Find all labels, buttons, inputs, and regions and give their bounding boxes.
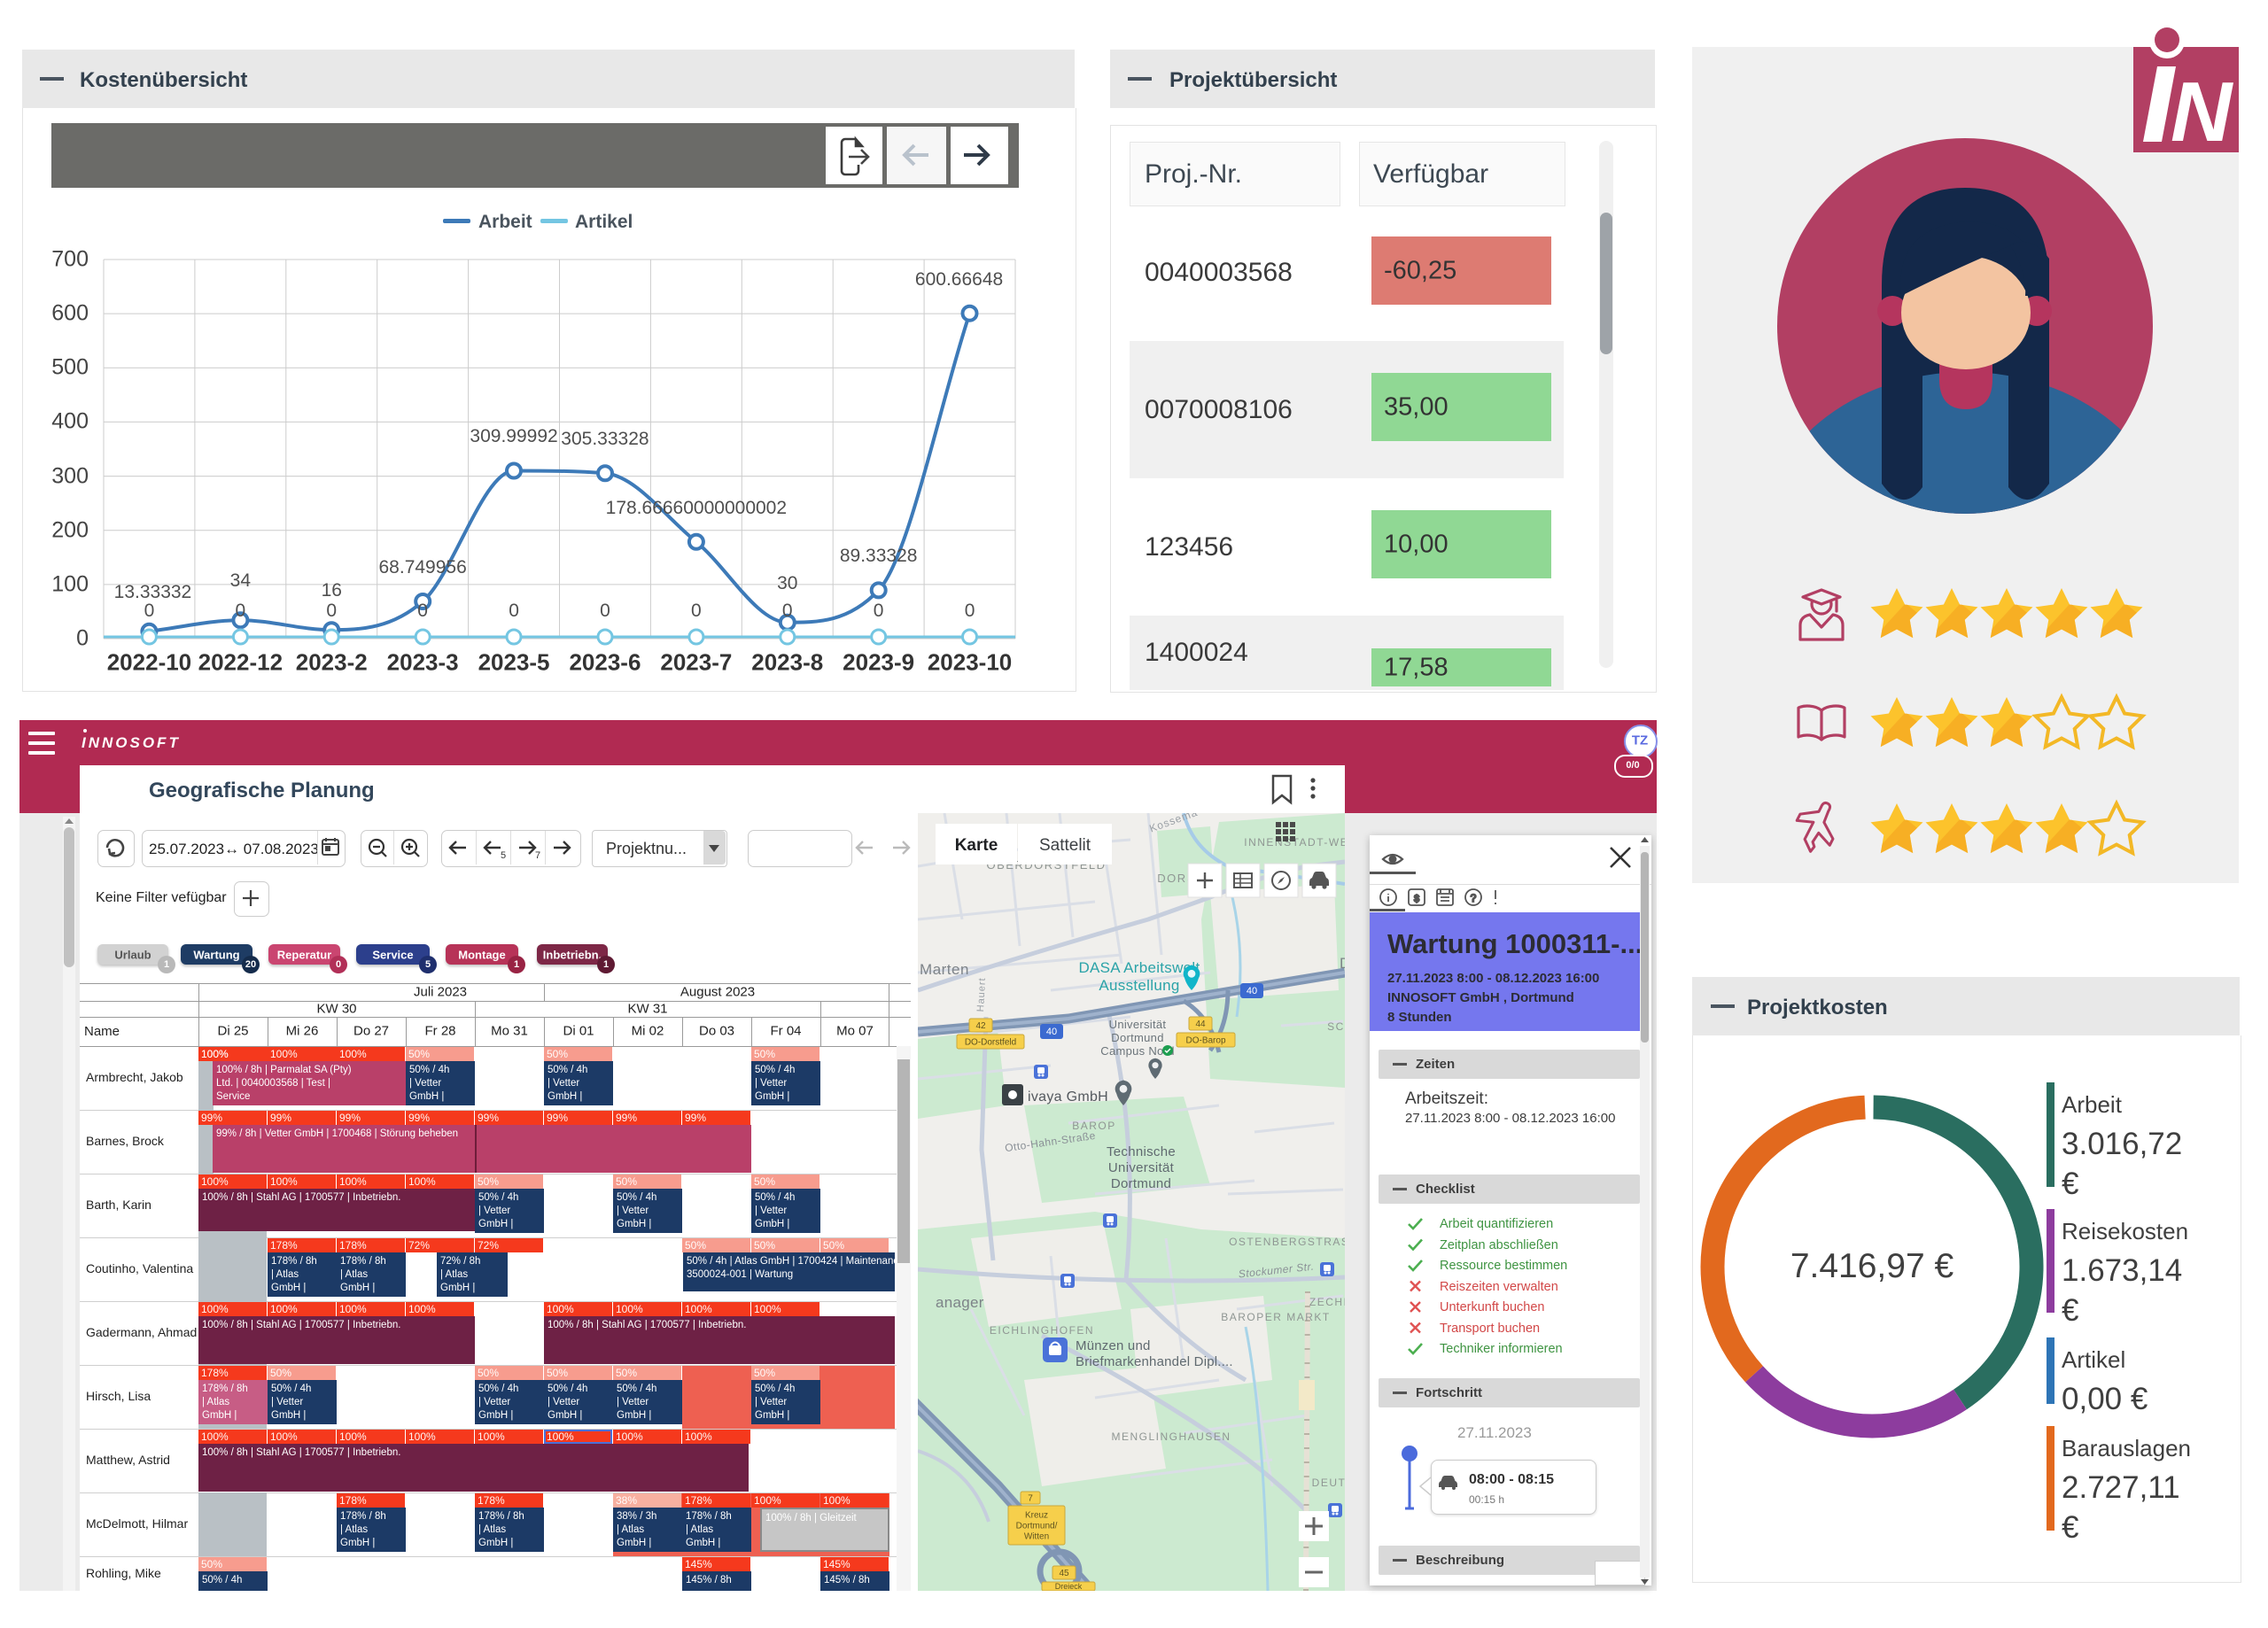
svg-text:40: 40 [1247, 986, 1257, 996]
svg-text:EICHLINGHOFEN: EICHLINGHOFEN [990, 1324, 1094, 1337]
svg-text:Dortmund: Dortmund [1111, 1176, 1171, 1191]
svg-text:DO-Barop: DO-Barop [1185, 1036, 1225, 1046]
svg-text:N: N [2171, 65, 2233, 159]
svg-text:?: ? [1471, 892, 1477, 904]
svg-text:Karte: Karte [955, 836, 998, 855]
svg-text:BAROPER MARKT: BAROPER MARKT [1221, 1311, 1331, 1323]
svg-text:Universität: Universität [1109, 1018, 1167, 1031]
svg-text:DO-Dorstfeld: DO-Dorstfeld [965, 1038, 1016, 1048]
svg-text:Witten: Witten [1024, 1532, 1049, 1542]
svg-text:Sattelit: Sattelit [1039, 836, 1091, 855]
svg-text:44: 44 [1195, 1019, 1206, 1029]
svg-text:40: 40 [1046, 1027, 1057, 1037]
svg-text:Briefmarkenhandel Dipl....: Briefmarkenhandel Dipl.... [1076, 1354, 1233, 1369]
svg-text:SC: SC [1327, 1020, 1345, 1033]
svg-text:Hauert: Hauert [975, 977, 988, 1012]
svg-text:Marten: Marten [920, 961, 969, 978]
svg-text:DORS: DORS [1157, 872, 1196, 885]
svg-text:42: 42 [975, 1021, 986, 1031]
svg-text:MENGLINGHAUSEN: MENGLINGHAUSEN [1111, 1430, 1231, 1443]
svg-text:ivaya GmbH: ivaya GmbH [1028, 1089, 1108, 1105]
svg-text:Dortmund/: Dortmund/ [1016, 1522, 1058, 1531]
svg-text:Kreuz: Kreuz [1025, 1511, 1048, 1521]
svg-text:Dortmund: Dortmund [1111, 1031, 1163, 1044]
svg-text:OSTENBERGSTRASS: OSTENBERGSTRASS [1229, 1236, 1345, 1248]
svg-text:Universität: Universität [1108, 1160, 1175, 1175]
svg-text:Dreieck: Dreieck [1055, 1582, 1083, 1591]
svg-text:anager: anager [936, 1294, 984, 1311]
svg-text:INNENSTADT-WES: INNENSTADT-WES [1244, 836, 1345, 849]
svg-text:Technische: Technische [1107, 1144, 1176, 1159]
svg-text:7: 7 [1028, 1494, 1033, 1504]
svg-text:45: 45 [1059, 1569, 1069, 1578]
svg-text:Münzen und: Münzen und [1076, 1338, 1151, 1353]
svg-text:Dor: Dor [1340, 955, 1345, 972]
svg-text:$: $ [1414, 894, 1419, 904]
svg-text:DEUT: DEUT [1312, 1477, 1345, 1489]
svg-text:Ausstellung: Ausstellung [1099, 977, 1179, 994]
svg-text:Campus Nord: Campus Nord [1100, 1044, 1175, 1058]
svg-text:DASA Arbeitswelt: DASA Arbeitswelt [1078, 959, 1200, 976]
svg-text:BAROP: BAROP [1072, 1120, 1116, 1132]
svg-text:ZECHE: ZECHE [1309, 1296, 1345, 1308]
